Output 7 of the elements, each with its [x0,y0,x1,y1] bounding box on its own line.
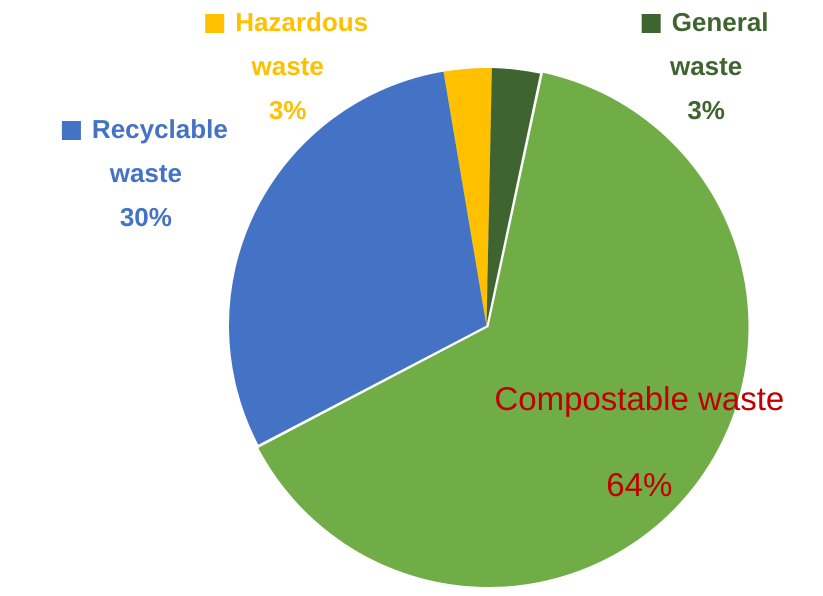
data-label: 3% [687,95,725,126]
data-label: 64% [606,466,672,504]
data-label: 30% [120,202,172,232]
legend-label: Hazardous waste [235,7,368,82]
legend-label: General waste [668,7,769,82]
data-label: 3% [268,95,306,126]
legend-label: Recyclable waste [92,114,228,188]
